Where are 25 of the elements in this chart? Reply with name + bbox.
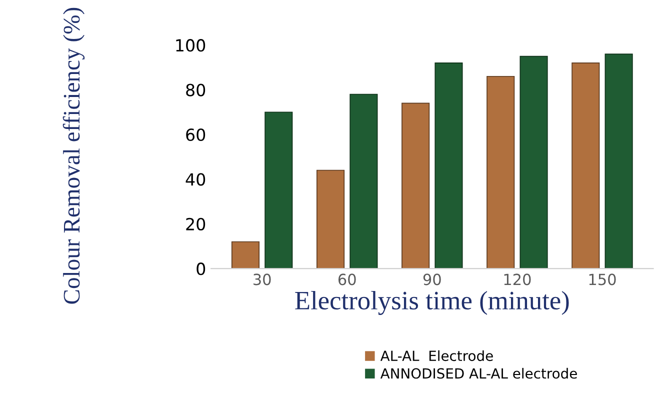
bar bbox=[316, 170, 345, 269]
bar bbox=[434, 62, 463, 269]
x-tick-label: 150 bbox=[589, 274, 616, 286]
x-tick-label: 60 bbox=[338, 274, 356, 286]
legend-label: ANNODISED AL-AL electrode bbox=[380, 368, 577, 379]
legend-label: AL-AL Electrode bbox=[380, 350, 493, 362]
bar bbox=[520, 56, 548, 269]
bar bbox=[350, 94, 378, 269]
y-tick-label: 0 bbox=[196, 262, 206, 276]
x-axis-title: Electrolysis time (minute) bbox=[295, 290, 569, 315]
bar bbox=[402, 102, 430, 269]
x-tick-label: 30 bbox=[254, 274, 271, 286]
bar bbox=[572, 62, 600, 269]
y-tick-label: 60 bbox=[186, 128, 206, 142]
y-tick-label: 100 bbox=[176, 39, 206, 52]
y-tick-label: 40 bbox=[186, 173, 206, 186]
y-tick-label: 80 bbox=[186, 84, 206, 96]
bar bbox=[231, 241, 260, 269]
y-axis-title: Colour Removal efficiency (%) bbox=[62, 8, 85, 304]
bar bbox=[486, 76, 515, 269]
y-tick-label: 20 bbox=[186, 218, 206, 230]
x-tick-label: 120 bbox=[504, 274, 531, 286]
bar bbox=[264, 112, 293, 269]
bar bbox=[604, 54, 633, 269]
x-tick-label: 90 bbox=[423, 274, 441, 286]
